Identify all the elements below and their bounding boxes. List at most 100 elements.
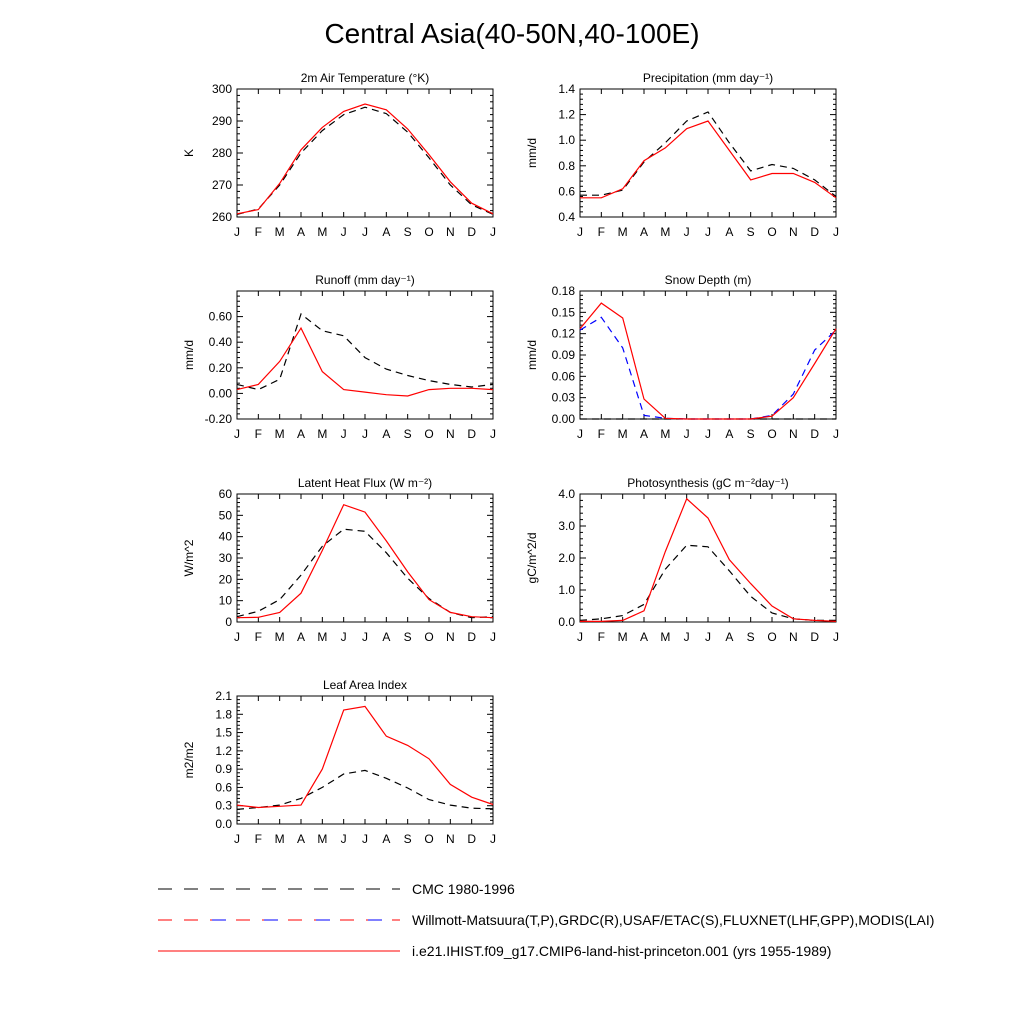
x-tick-label: J <box>705 630 711 644</box>
x-tick-label: M <box>618 630 628 644</box>
y-tick-label: 0.09 <box>552 348 576 362</box>
x-tick-label: A <box>297 630 305 644</box>
panel-title: Leaf Area Index <box>323 678 407 692</box>
x-tick-label: A <box>382 832 390 846</box>
x-tick-label: A <box>725 630 733 644</box>
series-line-obs <box>236 528 494 619</box>
series-line-obs <box>579 544 836 622</box>
y-tick-label: 0.18 <box>552 284 576 298</box>
x-tick-label: F <box>255 225 262 239</box>
x-tick-label: A <box>297 225 305 239</box>
panel-title: Snow Depth (m) <box>665 273 752 287</box>
plot-frame <box>236 493 494 623</box>
x-tick-label: D <box>467 630 476 644</box>
y-tick-label: 0.06 <box>552 369 576 383</box>
x-tick-label: O <box>767 427 776 441</box>
x-tick-label: J <box>705 225 711 239</box>
x-tick-label: N <box>446 832 455 846</box>
x-tick-label: F <box>255 427 262 441</box>
y-tick-label: 0.00 <box>209 386 233 400</box>
x-tick-label: N <box>789 427 798 441</box>
y-tick-label: 260 <box>212 210 232 224</box>
panel-5: Latent Heat Flux (W m⁻²)W/m^2J F M A M J J A S O N… <box>182 476 496 644</box>
series-line-obs <box>236 312 494 391</box>
series-line-model <box>579 302 837 420</box>
y-tick-label: 40 <box>219 530 233 544</box>
y-tick-label: 1.2 <box>215 744 232 758</box>
y-tick-label: 50 <box>219 508 233 522</box>
y-tick-label: 0.03 <box>552 391 576 405</box>
plot-frame <box>236 290 494 420</box>
x-tick-label: D <box>467 225 476 239</box>
y-axis-label: W/m^2 <box>182 539 196 576</box>
x-tick-label: O <box>424 225 433 239</box>
x-tick-label: F <box>255 630 262 644</box>
y-tick-label: 0.3 <box>215 799 232 813</box>
y-tick-label: 1.0 <box>558 133 575 147</box>
panel-4: Snow Depth (m)mm/dJ F M A M J J A S O N D J0.000.030… <box>525 273 839 441</box>
series-line-obs <box>580 111 837 197</box>
x-tick-label: J <box>362 427 368 441</box>
panel-title: Latent Heat Flux (W m⁻²) <box>298 476 432 490</box>
x-tick-label: O <box>424 630 433 644</box>
panel-1: 2m Air Temperature (°K)KJ F M A M J J A S O N D J260… <box>182 71 496 239</box>
panel-6: Photosynthesis (gC m⁻²day⁻¹)gC/m^2/dJ F M A… <box>525 476 839 644</box>
y-tick-label: 1.5 <box>215 726 232 740</box>
x-tick-label: J <box>705 427 711 441</box>
y-tick-label: 1.0 <box>558 583 575 597</box>
x-tick-label: D <box>810 630 819 644</box>
y-tick-label: 2.1 <box>215 689 232 703</box>
y-tick-label: 0.8 <box>558 159 575 173</box>
y-tick-label: 10 <box>219 594 233 608</box>
y-tick-label: 1.4 <box>558 82 575 96</box>
y-tick-label: -0.20 <box>205 412 233 426</box>
y-axis-label: m2/m2 <box>182 741 196 778</box>
x-tick-label: M <box>618 427 628 441</box>
x-tick-label: N <box>789 225 798 239</box>
x-tick-label: A <box>725 427 733 441</box>
x-tick-label: J <box>362 225 368 239</box>
x-tick-label: A <box>297 427 305 441</box>
x-tick-label: J <box>833 225 839 239</box>
y-tick-label: 20 <box>219 572 233 586</box>
x-tick-label: J <box>234 225 240 239</box>
x-tick-label: S <box>747 225 755 239</box>
series-line-model <box>236 503 494 619</box>
x-tick-label: M <box>660 225 670 239</box>
x-tick-label: J <box>684 630 690 644</box>
legend-label-cmc: CMC 1980-1996 <box>412 881 515 897</box>
x-tick-label: J <box>362 832 368 846</box>
x-tick-label: J <box>490 832 496 846</box>
panel-title: Runoff (mm day⁻¹) <box>315 273 414 287</box>
x-tick-label: M <box>317 832 327 846</box>
x-tick-label: J <box>833 630 839 644</box>
x-tick-label: O <box>767 225 776 239</box>
series-line-model <box>236 326 494 397</box>
x-tick-label: F <box>598 225 605 239</box>
panel-title: Photosynthesis (gC m⁻²day⁻¹) <box>627 476 788 490</box>
y-tick-label: 30 <box>219 551 233 565</box>
x-tick-label: N <box>789 630 798 644</box>
y-tick-label: 4.0 <box>558 487 575 501</box>
y-tick-label: 0 <box>225 615 232 629</box>
page-title: Central Asia(40-50N,40-100E) <box>324 18 700 49</box>
x-tick-label: M <box>275 225 285 239</box>
x-tick-label: O <box>767 630 776 644</box>
x-tick-label: J <box>490 630 496 644</box>
panel-3: Runoff (mm day⁻¹)mm/dJ F M A M J J A S O N D J-0.200… <box>182 273 496 441</box>
y-tick-label: 270 <box>212 178 232 192</box>
x-tick-label: J <box>490 225 496 239</box>
x-tick-label: J <box>341 832 347 846</box>
x-tick-label: S <box>404 630 412 644</box>
x-tick-label: A <box>382 630 390 644</box>
x-tick-label: O <box>424 832 433 846</box>
x-tick-label: D <box>810 427 819 441</box>
y-tick-label: 0.9 <box>215 762 232 776</box>
y-axis-label: mm/d <box>525 138 539 168</box>
x-tick-label: J <box>234 427 240 441</box>
x-tick-label: M <box>275 832 285 846</box>
x-tick-label: M <box>317 225 327 239</box>
plot-frame <box>579 88 837 218</box>
